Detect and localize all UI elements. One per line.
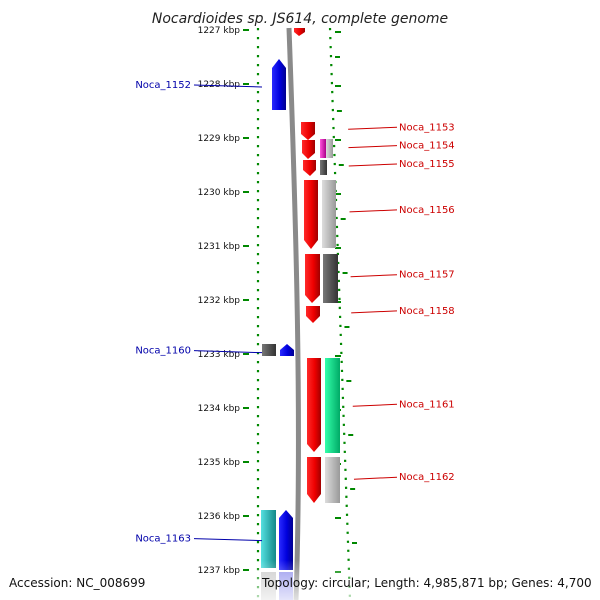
map-title: Nocardioides sp. JS614, complete genome — [152, 11, 448, 27]
gene-feature[interactable] — [320, 160, 327, 175]
tick-label: 1228 kbp — [198, 80, 241, 90]
gene-label[interactable]: Noca_1157 — [399, 270, 455, 281]
gene-labels: Noca_1153 Noca_1154 Noca_1155 Noca_1156 Noca… — [135, 80, 454, 545]
tick-label: 1233 kbp — [198, 350, 241, 360]
gene-label[interactable]: Noca_1162 — [399, 472, 455, 483]
gene-feature[interactable] — [320, 139, 326, 158]
label-connector — [193, 84, 263, 88]
label-connector — [350, 274, 398, 278]
tick-label: 1229 kbp — [198, 134, 241, 144]
tick-label: 1231 kbp — [198, 242, 241, 252]
tick-label: 1227 kbp — [198, 26, 241, 36]
tick-label: 1234 kbp — [198, 404, 241, 414]
gene-feature[interactable] — [294, 28, 305, 36]
accession-text: Accession: NC_008699 — [9, 576, 146, 590]
label-connector — [348, 163, 398, 167]
label-connector — [193, 350, 263, 354]
label-connector — [193, 538, 263, 542]
tick-label: 1237 kbp — [198, 566, 241, 576]
gene-label[interactable]: Noca_1153 — [399, 122, 455, 133]
genome-backbone — [286, 27, 301, 600]
label-connector — [353, 476, 398, 480]
gene-label[interactable]: Noca_1154 — [399, 141, 455, 152]
label-connector — [351, 310, 398, 314]
gene-feature[interactable] — [323, 254, 338, 303]
gene-feature[interactable] — [326, 139, 333, 158]
gene-feature[interactable] — [305, 254, 320, 303]
label-connector — [349, 209, 398, 213]
gene-feature[interactable] — [325, 358, 340, 453]
gene-label[interactable]: Noca_1160 — [135, 346, 191, 357]
gene-label[interactable]: Noca_1161 — [399, 399, 455, 410]
gene-feature[interactable] — [303, 160, 316, 176]
gene-feature[interactable] — [301, 122, 315, 140]
tick-label: 1230 kbp — [198, 188, 241, 198]
tick-label: 1235 kbp — [198, 458, 241, 468]
gene-feature[interactable] — [279, 510, 293, 570]
tick-label: 1236 kbp — [198, 512, 241, 522]
gene-features — [255, 28, 355, 600]
label-connector — [348, 126, 398, 130]
dotted-tracks — [256, 27, 358, 600]
gene-feature[interactable] — [280, 344, 294, 356]
kbp-axis: 1227 kbp 1228 kbp 1229 kbp 1230 kbp 1231 kbp… — [198, 26, 341, 576]
gene-feature[interactable] — [306, 306, 320, 323]
label-connector — [348, 145, 398, 149]
gene-feature[interactable] — [322, 180, 336, 248]
gene-label[interactable]: Noca_1152 — [135, 80, 191, 91]
gene-feature[interactable] — [304, 180, 318, 249]
gene-label[interactable]: Noca_1163 — [135, 534, 191, 545]
gene-feature[interactable] — [272, 59, 286, 110]
tick-label: 1232 kbp — [198, 296, 241, 306]
topology-text: Topology: circular; Length: 4,985,871 bp… — [262, 576, 592, 590]
dotted-track — [328, 27, 352, 600]
gene-feature[interactable] — [325, 457, 340, 503]
gene-label[interactable]: Noca_1156 — [399, 205, 455, 216]
gene-label[interactable]: Noca_1155 — [399, 159, 455, 170]
gene-feature[interactable] — [302, 140, 315, 159]
gene-feature[interactable] — [307, 358, 321, 452]
gene-feature[interactable] — [262, 344, 276, 356]
label-connector — [352, 403, 398, 407]
gene-feature[interactable] — [261, 510, 276, 568]
gene-label[interactable]: Noca_1158 — [399, 306, 455, 317]
gene-feature[interactable] — [307, 457, 321, 503]
